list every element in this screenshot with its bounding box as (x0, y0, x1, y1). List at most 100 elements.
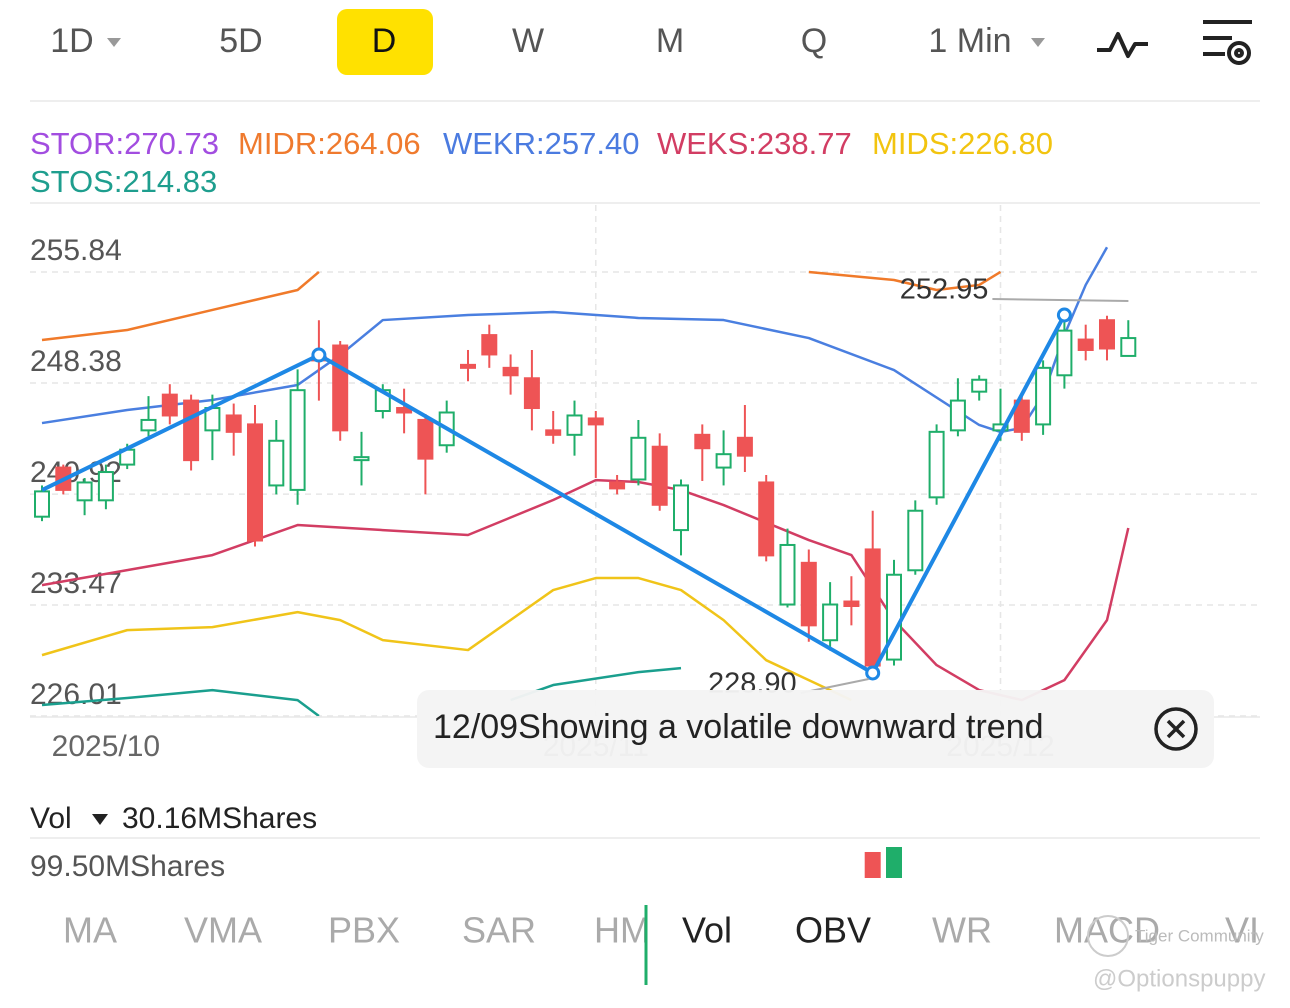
tooltip[interactable]: 12/09Showing a volatile downward trend (417, 690, 1214, 768)
trend-vertex (865, 665, 881, 681)
indicator-value: MIDS:226.80 (872, 126, 1053, 161)
indicator-tab[interactable]: MA (63, 910, 117, 951)
candle-body (247, 423, 263, 542)
period-tabs: 1D 5D D W M Q 1 Min (50, 22, 1011, 60)
indicator-value: WEKS:238.77 (657, 126, 852, 161)
candle-body (140, 418, 157, 432)
y-tick-label: 255.84 (30, 234, 122, 267)
watermark: Tiger Community (1135, 926, 1264, 945)
candle-body (736, 436, 753, 457)
y-tick-label: 233.47 (30, 567, 122, 600)
candle-body (225, 414, 242, 433)
indicator-tab[interactable]: SAR (462, 910, 536, 951)
annotation-leader (992, 297, 1129, 302)
indicator-value: STOS:214.83 (30, 164, 217, 199)
candle-body (523, 377, 540, 410)
annotation: 252.95 (900, 274, 989, 306)
vol-label[interactable]: Vol (30, 802, 72, 835)
candle-body (758, 481, 775, 557)
y-tick-label: 248.38 (30, 345, 122, 378)
band-line (41, 478, 1130, 702)
indicator-tab[interactable]: OBV (795, 910, 871, 951)
candle-body (609, 481, 626, 490)
candle-body (715, 453, 732, 469)
candle-body (651, 445, 668, 506)
band-line (41, 271, 320, 342)
candle-body (289, 389, 306, 491)
candle-body (460, 363, 476, 369)
dropdown-arrow[interactable] (1031, 38, 1045, 47)
settings-icon[interactable] (1203, 20, 1252, 65)
candle-body (545, 429, 562, 436)
indicator-value: MIDR:264.06 (238, 126, 421, 161)
period-tab[interactable]: 1 Min (928, 22, 1011, 60)
vol-current: 30.16MShares (122, 802, 317, 835)
period-tab[interactable]: Q (801, 22, 827, 60)
candle-body (822, 603, 839, 642)
candle-body (353, 456, 370, 462)
indicator-tabs: MA VMA PBX SAR HM Vol OBV WR MACD VI (63, 910, 1259, 951)
band-line (41, 688, 320, 716)
close-button[interactable] (1154, 707, 1198, 751)
indicator-tab[interactable]: WR (932, 910, 992, 951)
period-tab[interactable]: D (372, 22, 397, 60)
indicator-tab[interactable]: VMA (184, 910, 262, 951)
candles (34, 314, 1137, 673)
period-tab[interactable]: 5D (219, 22, 262, 60)
indicator-tab[interactable]: HM (594, 910, 650, 951)
candle-body (779, 543, 796, 606)
candle-body (76, 481, 93, 502)
tooltip-text: 12/09Showing a volatile downward trend (433, 708, 1044, 746)
watermark-logo (1087, 915, 1129, 957)
indicator-value: STOR:270.73 (30, 126, 219, 161)
indicator-tab[interactable]: PBX (328, 910, 400, 951)
candle-body (332, 344, 349, 432)
trend-vertex (311, 347, 327, 363)
candle-body (1056, 329, 1073, 377)
candle-body (268, 439, 285, 487)
period-tab[interactable]: 1D (50, 22, 93, 60)
active-tab-bg (337, 9, 433, 75)
band-lines (41, 246, 1130, 716)
candle-body (949, 399, 966, 432)
candle-body (971, 378, 988, 393)
indicator-tab[interactable]: Vol (682, 910, 732, 951)
dropdown-arrow[interactable] (92, 814, 108, 825)
indicator-legend: STOR:270.73 MIDR:264.06 WEKR:257.40 WEKS:23… (30, 126, 1053, 199)
candle-body (97, 471, 114, 502)
candle-body (843, 600, 860, 608)
candle-body (630, 436, 647, 481)
volume-bars (864, 847, 902, 878)
candle-body (1077, 338, 1094, 351)
candle-body (417, 418, 434, 460)
candle-body (864, 548, 881, 667)
candle-body (1013, 399, 1030, 433)
period-tab[interactable]: W (512, 22, 544, 60)
candle-body (1099, 319, 1115, 350)
candle-body (566, 414, 583, 436)
candle-body (928, 430, 945, 499)
indicator-tab[interactable]: VI (1225, 910, 1259, 951)
candle-body (907, 509, 924, 572)
volume-bar (886, 847, 902, 878)
x-tick-label: 2025/10 (52, 730, 160, 763)
watermark: @Optionspuppy (1093, 965, 1265, 992)
band-line (808, 270, 1002, 292)
candle-body (34, 490, 50, 518)
vol-max: 99.50MShares (30, 850, 225, 883)
candle-body (183, 399, 200, 462)
indicator-value: WEKR:257.40 (443, 126, 639, 161)
candle-body (800, 561, 817, 627)
candle-body (886, 573, 902, 661)
candle-body (1120, 337, 1137, 357)
dropdown-arrow[interactable] (107, 38, 121, 47)
period-tab[interactable]: M (656, 22, 684, 60)
candle-body (673, 484, 689, 532)
candle-body (502, 366, 519, 377)
indicator-icon[interactable] (1097, 32, 1148, 58)
tooltip-bg (417, 690, 1214, 768)
candle-body (694, 433, 711, 450)
